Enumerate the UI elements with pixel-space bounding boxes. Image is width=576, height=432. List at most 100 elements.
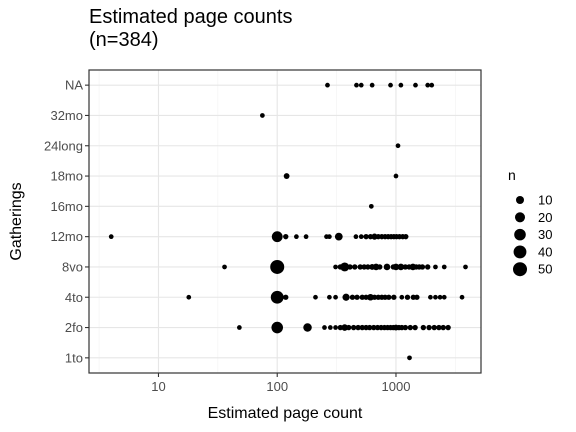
data-point (371, 233, 378, 240)
data-point (222, 264, 227, 270)
legend-key (515, 195, 525, 205)
y-tick-label: 8vo (62, 259, 83, 274)
legend-key (514, 228, 526, 241)
data-point (398, 82, 404, 88)
data-point (358, 234, 364, 240)
data-point (186, 294, 192, 300)
data-point (313, 294, 318, 300)
chart-title-text: Estimated page counts (89, 6, 293, 28)
x-tick-label: 100 (266, 379, 288, 394)
data-point (377, 264, 383, 270)
data-point (327, 234, 332, 240)
data-point (271, 231, 283, 243)
legend-title: n (508, 167, 516, 183)
data-point (303, 234, 309, 240)
data-point (371, 294, 378, 300)
data-point (347, 264, 353, 270)
legend-key (513, 245, 527, 259)
data-point (397, 263, 405, 271)
data-point (283, 294, 289, 300)
data-point (404, 294, 411, 300)
data-point (459, 294, 465, 300)
y-tick-label: 4to (65, 290, 83, 305)
data-point (383, 263, 391, 271)
data-point (426, 324, 432, 331)
data-point (303, 323, 312, 332)
data-point (371, 324, 377, 331)
legend-key (513, 262, 527, 277)
data-point (354, 294, 360, 300)
data-point (407, 355, 412, 361)
data-point (382, 294, 388, 300)
data-point (407, 324, 413, 331)
legend-label: 20 (538, 210, 552, 225)
data-point (363, 233, 369, 240)
data-point (437, 294, 443, 300)
data-point (425, 82, 431, 88)
data-point (367, 293, 374, 301)
data-point (342, 293, 350, 301)
y-tick-label: 1to (65, 350, 83, 365)
data-point (341, 324, 349, 331)
y-tick-label: NA (65, 78, 83, 93)
data-point (333, 294, 338, 300)
data-point (283, 233, 289, 240)
data-point (355, 324, 361, 331)
data-point (414, 294, 420, 300)
data-point (270, 290, 284, 304)
data-point (433, 264, 438, 270)
y-tick-label: 24long (44, 138, 83, 153)
data-point (403, 233, 409, 240)
data-point (359, 324, 365, 331)
y-tick-label: 32mo (50, 108, 83, 123)
size-legend: n 10 20 30 40 50 (508, 167, 552, 277)
y-tick-label: 12mo (50, 229, 83, 244)
data-point (441, 264, 447, 270)
x-tick-label: 1000 (382, 379, 411, 394)
data-point (393, 173, 399, 179)
y-axis-title: Gatherings (8, 182, 25, 260)
data-point (294, 234, 299, 240)
data-point (395, 143, 401, 149)
axis-ticks: 10 100 1000 1to 2fo 4to 8vo 12mo 16mo 18mo 24long 3… (44, 78, 410, 394)
data-point (346, 324, 352, 331)
data-point (463, 264, 468, 270)
data-point (441, 294, 447, 300)
data-point (340, 262, 350, 272)
data-point (428, 294, 433, 300)
data-point (445, 324, 451, 331)
data-point (322, 325, 327, 330)
data-point (420, 324, 427, 331)
data-point (399, 294, 405, 300)
data-point (358, 82, 364, 88)
y-tick-label: 18mo (50, 169, 83, 184)
chart-subtitle: (n=384) (89, 29, 159, 51)
data-point (413, 82, 418, 88)
data-point (419, 264, 426, 270)
legend-label: 30 (538, 227, 552, 242)
data-point (352, 264, 358, 270)
legend-label: 10 (538, 193, 552, 208)
y-tick-label: 16mo (50, 199, 83, 214)
data-point (433, 294, 438, 300)
data-point (388, 82, 393, 88)
data-point (283, 173, 290, 179)
data-point (359, 294, 365, 300)
data-point (108, 234, 114, 240)
data-point (354, 82, 359, 88)
chart-title: Estimated page counts (n=384) (89, 6, 292, 52)
data-point (402, 324, 409, 331)
data-point (386, 294, 392, 300)
data-point (429, 82, 435, 88)
data-point (237, 325, 242, 330)
legend-key (514, 212, 526, 223)
data-point (270, 259, 285, 274)
data-point (349, 294, 356, 300)
data-point (392, 263, 400, 271)
data-point (363, 294, 369, 300)
data-point (357, 264, 363, 270)
y-tick-label: 2fo (65, 320, 83, 335)
data-point (333, 325, 338, 330)
